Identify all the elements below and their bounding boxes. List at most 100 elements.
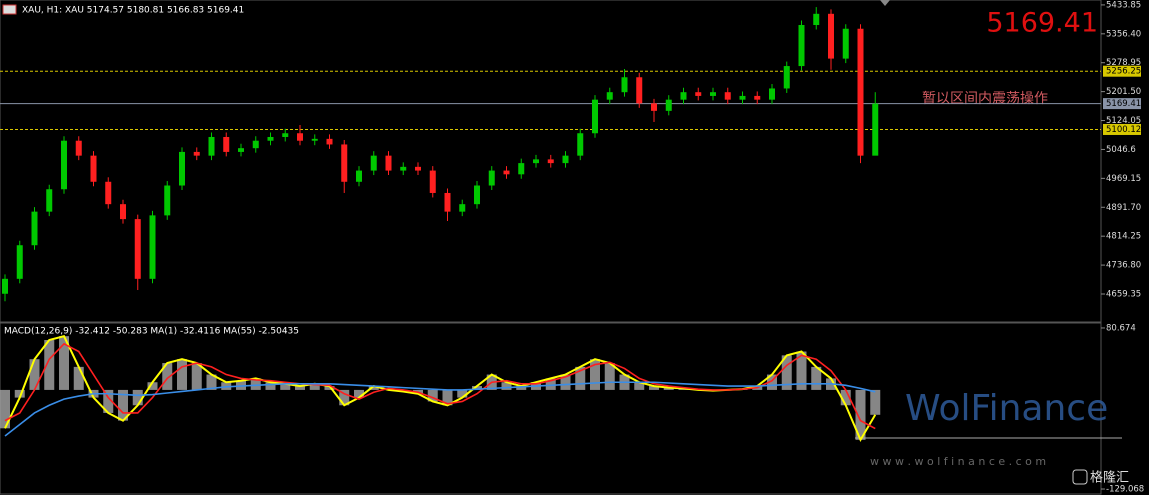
price-level-tag	[1103, 123, 1141, 135]
macd-histogram-bar	[354, 389, 364, 398]
macd-histogram-bar	[604, 363, 615, 390]
macd-histogram-bar	[501, 382, 512, 390]
y-tick-label: 5046.6	[1106, 145, 1136, 155]
macd-histogram-bar	[796, 351, 807, 390]
candle-body	[208, 136, 215, 156]
y-tick-label: 5433.85	[1106, 0, 1141, 10]
candle-body	[872, 103, 879, 156]
candle-body	[769, 88, 775, 100]
macd-histogram-bar	[781, 355, 792, 390]
candle-body	[592, 99, 598, 134]
macd-histogram-bar	[59, 336, 69, 390]
candle-body	[61, 140, 67, 190]
macd-histogram-bar	[590, 359, 600, 390]
candle-body	[857, 28, 864, 156]
macd-histogram-bar	[855, 389, 866, 440]
candle-body	[444, 192, 451, 212]
y-tick-label: 5124.05	[1106, 116, 1141, 126]
macd-panel-frame	[0, 322, 1102, 495]
candle-body	[223, 136, 230, 152]
y-tick-label: 80.674	[1106, 323, 1136, 333]
macd-histogram-bar	[295, 386, 305, 390]
candle-body	[341, 144, 348, 182]
y-tick-label: -129.068	[1106, 485, 1144, 495]
macd-histogram-bar	[516, 386, 527, 390]
candle-body	[46, 189, 53, 212]
candle-body	[385, 155, 392, 171]
candle-body	[695, 92, 702, 96]
price-level-label: 5169.41	[1106, 99, 1141, 109]
macd-histogram-bar	[250, 378, 261, 390]
macd-line	[4, 381, 876, 437]
macd-histogram-bar	[427, 389, 438, 402]
candle-body	[149, 215, 156, 279]
price-level-label: 5100.12	[1106, 125, 1141, 135]
candle-body	[488, 170, 495, 186]
candle-body	[828, 13, 834, 59]
macd-histogram-bar	[575, 366, 586, 390]
candle-body	[2, 278, 8, 294]
candle-body	[503, 170, 510, 175]
macd-histogram-bar	[14, 389, 25, 398]
macd-histogram-bar	[442, 389, 453, 406]
macd-histogram-bar	[457, 389, 468, 398]
candle-body	[783, 66, 790, 89]
candle-body	[282, 133, 289, 137]
source-label: 格隆汇	[1090, 470, 1129, 486]
candle-body	[665, 99, 672, 111]
macd-histogram-bar	[634, 382, 645, 390]
source-icon	[1072, 469, 1088, 485]
y-tick-label: 4969.15	[1106, 174, 1141, 184]
candle-body	[547, 159, 554, 164]
macd-histogram-bar	[162, 363, 173, 390]
candle-body	[754, 95, 761, 100]
candle-body	[400, 166, 407, 171]
macd-histogram-bar	[118, 389, 128, 421]
macd-histogram-bar	[177, 359, 187, 390]
macd-histogram-bar	[132, 389, 143, 406]
macd-histogram-bar	[368, 386, 379, 390]
macd-histogram-bar	[545, 378, 556, 390]
macd-histogram-bar	[147, 382, 158, 390]
candle-body	[370, 155, 377, 171]
macd-histogram-bar	[191, 363, 202, 390]
symbol-info: XAU, H1: XAU 5174.57 5180.81 5166.83 516…	[22, 6, 244, 16]
watermark-brand: WolFinance	[905, 388, 1108, 429]
macd-histogram-bar	[29, 359, 40, 390]
candle-body	[252, 140, 259, 149]
y-tick-label: 5201.50	[1106, 87, 1141, 97]
candle-body	[798, 25, 805, 67]
flag-icon	[2, 4, 17, 15]
candle-body	[474, 185, 480, 205]
candle-body	[577, 133, 584, 156]
macd-histogram-bar	[103, 389, 114, 413]
candle-body	[636, 77, 643, 104]
candle-body	[724, 92, 731, 100]
price-level-tag	[1103, 98, 1141, 110]
y-tick-label: 5278.95	[1106, 58, 1141, 68]
macd-histogram-bar	[324, 386, 335, 390]
candle-body	[621, 77, 628, 93]
candle-body	[31, 211, 38, 246]
macd-line	[4, 334, 877, 443]
macd-histogram-bar	[339, 389, 350, 406]
candle-body	[134, 219, 141, 279]
candle-body	[75, 140, 82, 156]
price-panel-frame	[0, 0, 1102, 323]
candle-body	[90, 155, 97, 182]
candle-body	[297, 133, 303, 141]
candle-body	[710, 92, 716, 96]
annotation: 暂以区间内震荡操作	[922, 91, 1048, 107]
y-tick-label: 4891.70	[1106, 203, 1141, 213]
macd-histogram-bar	[280, 383, 291, 390]
candle-body	[813, 13, 820, 26]
y-tick-label: 4814.25	[1106, 232, 1141, 242]
candle-body	[238, 148, 244, 152]
macd-info: MACD(12,26,9) -32.412 -50.283 MA(1) -32.…	[4, 327, 299, 337]
macd-histogram-bar	[44, 340, 55, 390]
macd-histogram-bar	[309, 383, 320, 390]
candle-body	[326, 138, 333, 145]
macd-histogram-bar	[472, 386, 482, 390]
